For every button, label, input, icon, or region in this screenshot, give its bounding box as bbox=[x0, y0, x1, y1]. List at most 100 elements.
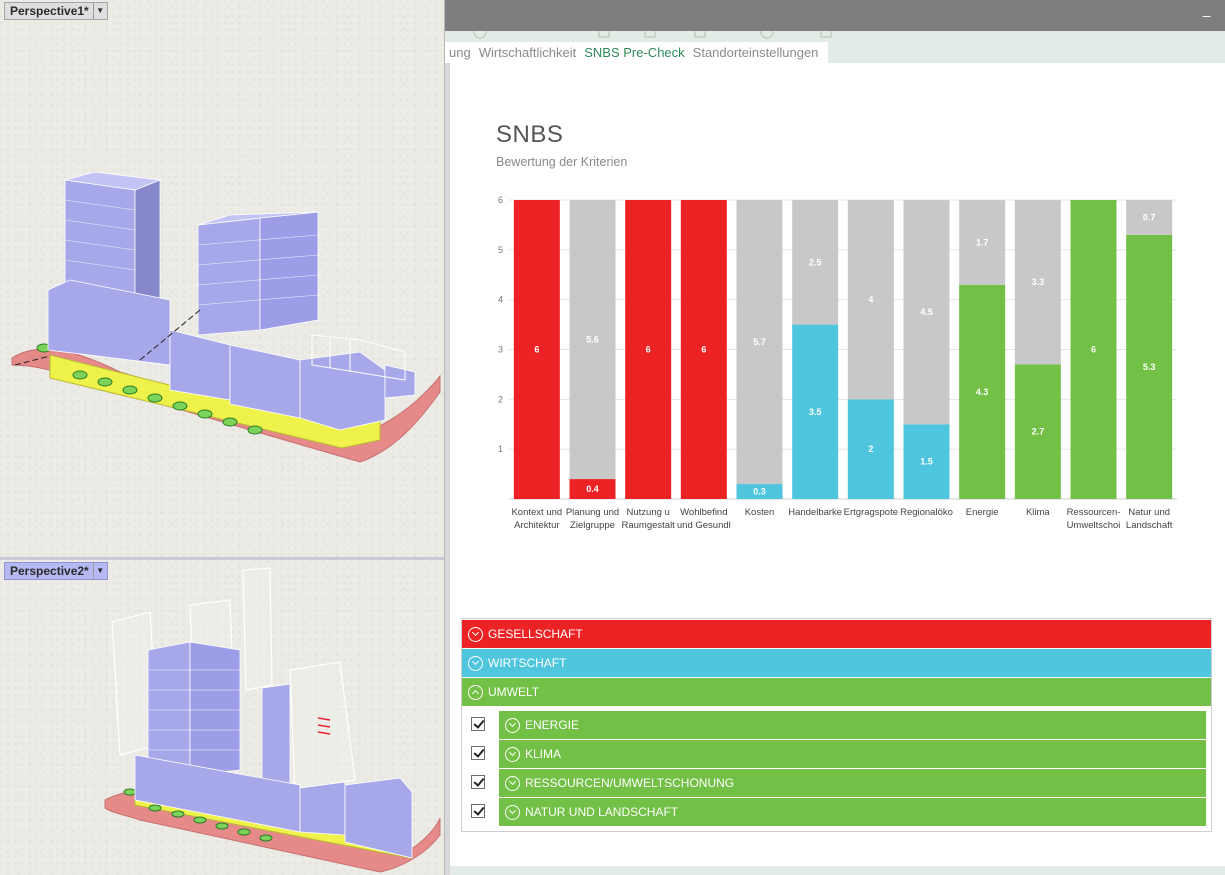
x-category-label: Energie bbox=[966, 507, 999, 518]
viewport-label: Perspective2* bbox=[10, 564, 89, 578]
bar-value-label: 6 bbox=[534, 345, 539, 355]
x-category-label: Raumgestalt bbox=[621, 520, 675, 531]
section-gesellschaft[interactable]: GESELLSCHAFT bbox=[462, 620, 1211, 648]
x-category-label: Natur und bbox=[1128, 507, 1170, 518]
x-category-label: Architektur bbox=[514, 520, 559, 531]
chevron-down-icon bbox=[505, 746, 520, 762]
subsection-energie[interactable]: ENERGIE bbox=[499, 711, 1206, 739]
bar-value bbox=[569, 479, 616, 499]
bar-value bbox=[736, 484, 783, 499]
criterion-row-natur: NATUR UND LANDSCHAFT bbox=[462, 798, 1211, 827]
bar-value bbox=[1014, 364, 1061, 499]
tab-strip: ung Wirtschaftlichkeit SNBS Pre-Check St… bbox=[445, 31, 1225, 63]
tab-wirtschaftlichkeit[interactable]: Wirtschaftlichkeit bbox=[478, 45, 577, 60]
natur-checkbox[interactable] bbox=[471, 804, 485, 818]
bar-value-label: 6 bbox=[1091, 345, 1096, 355]
subsection-label: NATUR UND LANDSCHAFT bbox=[525, 805, 679, 819]
subsection-natur[interactable]: NATUR UND LANDSCHAFT bbox=[499, 798, 1206, 826]
tab-standorteinstellungen[interactable]: Standorteinstellungen bbox=[692, 45, 819, 60]
bar-value bbox=[1070, 200, 1117, 499]
chart-title: SNBS bbox=[496, 121, 564, 148]
subsection-label: KLIMA bbox=[525, 747, 562, 761]
bar-value-label: 2 bbox=[868, 444, 873, 454]
building-model-render-1 bbox=[11, 171, 441, 463]
ressourcen-checkbox[interactable] bbox=[471, 775, 485, 789]
y-tick-label: 5 bbox=[498, 245, 503, 255]
viewport-menu-arrow-icon[interactable]: ▼ bbox=[92, 563, 107, 579]
tab-snbs-pre-check[interactable]: SNBS Pre-Check bbox=[584, 45, 685, 60]
bar-value bbox=[903, 424, 950, 499]
tab-truncated[interactable]: ung bbox=[449, 45, 471, 60]
section-label: GESELLSCHAFT bbox=[488, 627, 583, 641]
bar-remainder bbox=[847, 200, 894, 400]
bar-remainder bbox=[1126, 200, 1173, 235]
y-tick-label: 2 bbox=[498, 394, 503, 404]
criterion-row-klima: KLIMA bbox=[462, 740, 1211, 769]
bar-remainder-label: 4 bbox=[868, 295, 873, 305]
bar-remainder-label: 1.7 bbox=[976, 237, 989, 247]
x-category-label: Kosten bbox=[745, 507, 775, 518]
bar-value bbox=[959, 284, 1006, 499]
bar-remainder bbox=[1014, 200, 1061, 365]
bottom-strip bbox=[450, 866, 1225, 875]
subsection-klima[interactable]: KLIMA bbox=[499, 740, 1206, 768]
y-tick-label: 4 bbox=[498, 295, 503, 305]
bar-value-label: 3.5 bbox=[809, 407, 822, 417]
perspective-viewport-1[interactable]: Perspective1* ▼ bbox=[0, 0, 445, 560]
tab-row: ung Wirtschaftlichkeit SNBS Pre-Check St… bbox=[445, 42, 829, 63]
section-label: UMWELT bbox=[488, 685, 540, 699]
section-umwelt[interactable]: UMWELT bbox=[462, 678, 1211, 706]
x-category-label: Zielgruppe bbox=[570, 520, 615, 531]
subsection-label: RESSOURCEN/UMWELTSCHONUNG bbox=[525, 776, 735, 790]
bar-value-label: 1.5 bbox=[920, 457, 933, 467]
bar-remainder-label: 3.3 bbox=[1032, 277, 1045, 287]
y-tick-label: 3 bbox=[498, 345, 503, 355]
chevron-up-icon bbox=[468, 684, 483, 700]
viewport-label: Perspective1* bbox=[10, 4, 89, 18]
section-wirtschaft[interactable]: WIRTSCHAFT bbox=[462, 649, 1211, 677]
bar-value bbox=[847, 399, 894, 499]
klima-checkbox[interactable] bbox=[471, 746, 485, 760]
perspective-viewport-2[interactable]: Perspective2* ▼ bbox=[0, 560, 445, 875]
x-category-label: Regionalöko bbox=[900, 507, 953, 518]
x-category-label: Planung und bbox=[566, 507, 619, 518]
x-category-label: Landschaft bbox=[1126, 520, 1173, 531]
bar-remainder-label: 0.7 bbox=[1143, 212, 1156, 222]
building-model-render-2 bbox=[104, 567, 441, 873]
y-tick-label: 6 bbox=[498, 195, 503, 205]
bar-value-label: 0.4 bbox=[586, 484, 599, 494]
bar-remainder-label: 2.5 bbox=[809, 257, 822, 267]
viewport-menu-arrow-icon[interactable]: ▼ bbox=[92, 3, 107, 19]
bar-value bbox=[792, 324, 839, 499]
minimize-button[interactable]: – bbox=[1202, 7, 1211, 23]
chevron-down-icon bbox=[505, 775, 520, 791]
x-category-label: Umweltschoi bbox=[1067, 520, 1121, 531]
x-category-label: Klima bbox=[1026, 507, 1050, 518]
bar-remainder bbox=[569, 200, 616, 480]
bar-value-label: 2.7 bbox=[1032, 427, 1045, 437]
energie-checkbox[interactable] bbox=[471, 717, 485, 731]
bar-remainder-label: 5.6 bbox=[586, 335, 599, 345]
bar-remainder bbox=[736, 200, 783, 485]
x-category-label: Wohlbefind bbox=[680, 507, 727, 518]
x-category-label: Kontext und bbox=[511, 507, 562, 518]
criteria-accordion: GESELLSCHAFT WIRTSCHAFT UMWELT ENERGIE K… bbox=[461, 618, 1212, 832]
subsection-ressourcen[interactable]: RESSOURCEN/UMWELTSCHONUNG bbox=[499, 769, 1206, 797]
chevron-down-icon bbox=[468, 626, 483, 642]
viewport-tab-perspective1[interactable]: Perspective1* ▼ bbox=[4, 2, 108, 20]
bar-value-label: 0.3 bbox=[753, 487, 766, 497]
x-category-label: Ertgragspote bbox=[844, 507, 898, 518]
chart-subtitle: Bewertung der Kriterien bbox=[496, 155, 628, 169]
bar-remainder bbox=[959, 200, 1006, 285]
bar-value bbox=[680, 200, 727, 499]
x-category-label: Nutzung u bbox=[627, 507, 670, 518]
criterion-row-energie: ENERGIE bbox=[462, 711, 1211, 740]
bar-remainder-label: 4.5 bbox=[920, 307, 933, 317]
subsection-label: ENERGIE bbox=[525, 718, 580, 732]
bar-value bbox=[513, 200, 560, 499]
viewport-tab-perspective2[interactable]: Perspective2* ▼ bbox=[4, 562, 108, 580]
x-category-label: Ressourcen- bbox=[1067, 507, 1121, 518]
panel-titlebar: – bbox=[445, 0, 1225, 31]
bar-value-label: 4.3 bbox=[976, 387, 989, 397]
bar-remainder bbox=[792, 200, 839, 325]
